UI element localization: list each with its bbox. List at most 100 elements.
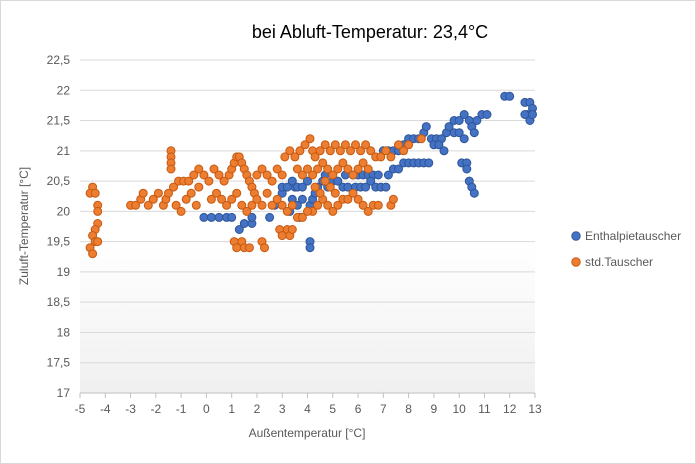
data-point: [267, 200, 277, 210]
data-point: [189, 170, 199, 180]
data-point: [164, 188, 173, 198]
data-point: [222, 200, 232, 210]
data-point: [297, 194, 307, 204]
data-point: [303, 176, 312, 186]
data-point: [386, 152, 396, 162]
data-point: [358, 158, 368, 168]
data-point: [351, 140, 360, 150]
x-tick-label: 8: [405, 402, 412, 416]
x-tick-label: 2: [254, 402, 261, 416]
data-point: [214, 212, 224, 222]
data-point: [217, 194, 227, 204]
data-point: [138, 188, 148, 198]
x-tick-label: -4: [100, 402, 111, 416]
data-point: [388, 194, 398, 204]
data-point: [247, 200, 257, 210]
data-point: [366, 146, 376, 156]
data-point: [361, 140, 371, 150]
series-std-tauscher: [85, 134, 426, 259]
y-tick-label: 17: [57, 386, 71, 400]
y-tick-label: 18: [57, 325, 71, 339]
data-point: [416, 134, 426, 144]
y-tick-label: 21,5: [47, 114, 71, 128]
data-point: [325, 146, 335, 156]
x-tick-label: 13: [528, 402, 542, 416]
data-point: [287, 200, 297, 210]
data-point: [373, 170, 383, 180]
data-point: [363, 164, 373, 174]
data-point: [184, 176, 194, 186]
data-point: [267, 176, 277, 186]
data-point: [305, 134, 315, 144]
data-point: [143, 200, 153, 210]
y-tick-label: 19,5: [47, 235, 71, 249]
data-point: [308, 170, 318, 180]
data-point: [232, 188, 242, 198]
x-tick-label: 10: [452, 402, 466, 416]
x-tick-label: -2: [150, 402, 161, 416]
data-point: [472, 116, 482, 125]
data-point: [353, 194, 363, 204]
data-point: [348, 170, 358, 180]
data-point: [257, 200, 267, 210]
y-tick-label: 17,5: [47, 356, 71, 370]
y-tick-label: 22,5: [47, 53, 71, 67]
plot-area: [80, 60, 535, 393]
data-point: [320, 140, 330, 150]
data-point: [282, 206, 292, 216]
data-point: [303, 164, 312, 174]
data-point: [194, 182, 204, 192]
data-point: [181, 194, 191, 204]
legend-label-std-tauscher: std.Tauscher: [585, 255, 653, 269]
data-point: [333, 164, 343, 174]
data-point: [277, 170, 287, 180]
data-point: [383, 170, 393, 180]
data-point: [214, 170, 224, 180]
data-point: [482, 110, 492, 119]
data-point: [287, 176, 297, 186]
data-point: [328, 170, 338, 180]
x-tick-label: -3: [125, 402, 136, 416]
data-point: [434, 140, 444, 150]
data-point: [528, 110, 537, 119]
data-point: [353, 164, 363, 174]
data-point: [297, 212, 307, 222]
x-tick-label: 7: [380, 402, 387, 416]
data-point: [338, 158, 348, 168]
data-point: [199, 212, 209, 222]
x-tick-label: 6: [355, 402, 362, 416]
data-point: [462, 164, 472, 174]
data-point: [421, 122, 431, 132]
data-point: [212, 188, 221, 198]
data-point: [242, 206, 252, 216]
data-point: [297, 182, 307, 192]
data-point: [262, 170, 272, 180]
legend: Enthalpietauscher std.Tauscher: [571, 229, 681, 269]
data-point: [381, 146, 391, 156]
data-point: [330, 140, 340, 150]
data-point: [171, 200, 181, 210]
data-point: [381, 182, 391, 192]
y-tick-label: 22: [57, 83, 71, 97]
data-point: [325, 182, 335, 192]
data-point: [287, 225, 297, 234]
data-point: [252, 194, 262, 204]
y-tick-label: 21: [57, 144, 71, 158]
data-point: [346, 146, 355, 156]
data-point: [265, 212, 275, 222]
data-point: [394, 140, 403, 150]
x-tick-label: 1: [228, 402, 235, 416]
data-point: [272, 164, 282, 174]
x-tick-label: -1: [176, 402, 187, 416]
data-point: [361, 182, 371, 192]
data-point: [505, 91, 515, 101]
data-point: [310, 182, 320, 192]
x-tick-label: 11: [478, 402, 491, 416]
data-point: [313, 200, 323, 210]
x-axis-title: Außentemperatur [°C]: [249, 426, 366, 440]
data-point: [90, 188, 100, 198]
data-point: [260, 243, 269, 253]
y-tick-labels: 17 17,5 18 18,5 19 19,5 20 20,5 21 21,5 22 22,5: [47, 53, 71, 400]
